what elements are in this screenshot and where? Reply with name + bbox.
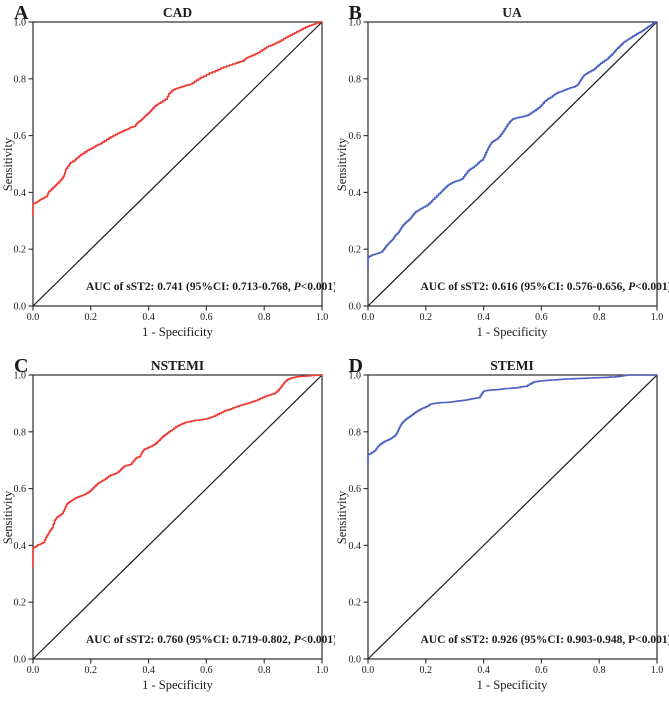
x-axis-label: 1 - Specificity: [142, 325, 213, 339]
svg-text:0.6: 0.6: [348, 131, 361, 142]
p-value-symbol: P: [628, 281, 636, 293]
svg-text:0.4: 0.4: [477, 665, 490, 676]
auc-annotation-stemi: AUC of sST2: 0.926 (95%CI: 0.903-0.948, …: [420, 633, 669, 647]
x-axis-label: 1 - Specificity: [476, 325, 548, 339]
roc-panel-cad: A CAD Sensitivity 0.0 0.2 0.4 0.6 0.8 1.0 0.0 0…: [0, 0, 335, 353]
svg-text:1.0: 1.0: [316, 665, 329, 676]
svg-text:0.2: 0.2: [85, 312, 98, 323]
auc-text-prefix: AUC of sST2: 0.616 (95%CI: 0.576-0.656,: [420, 281, 629, 293]
svg-text:0.0: 0.0: [14, 302, 27, 313]
auc-text-suffix: <0.001): [635, 633, 669, 646]
roc-panel-stemi: D STEMI Sensitivity 0.0 0.2 0.4 0.6 0.8 1.0 0.…: [335, 353, 669, 705]
roc-curve-chart-nstemi: 0.0 0.2 0.4 0.6 0.8 1.0 0.0 0.2 0.4 0.6 0.8 1.0: [14, 370, 329, 676]
svg-text:0.2: 0.2: [419, 312, 432, 323]
auc-text-suffix: <0.001): [300, 281, 335, 293]
svg-text:0.0: 0.0: [27, 665, 40, 676]
svg-text:0.8: 0.8: [592, 665, 605, 676]
svg-text:0.8: 0.8: [592, 312, 605, 323]
svg-text:0.8: 0.8: [14, 74, 27, 85]
svg-text:0.6: 0.6: [200, 665, 213, 676]
svg-text:1.0: 1.0: [650, 312, 663, 323]
svg-text:1.0: 1.0: [316, 312, 329, 323]
panel-letter-d: D: [348, 354, 363, 377]
svg-text:0.6: 0.6: [535, 665, 548, 676]
auc-annotation-nstemi: AUC of sST2: 0.760 (95%CI: 0.719-0.802, …: [86, 633, 335, 647]
panel-title-ua: UA: [502, 5, 522, 20]
svg-text:0.4: 0.4: [142, 312, 155, 323]
svg-text:0.8: 0.8: [258, 665, 271, 676]
svg-text:0.0: 0.0: [361, 665, 374, 676]
roc-panel-nstemi: C NSTEMI Sensitivity 0.0 0.2 0.4 0.6 0.8 1.0 0…: [0, 353, 335, 705]
svg-text:0.0: 0.0: [348, 302, 361, 313]
panel-title-nstemi: NSTEMI: [150, 357, 205, 373]
svg-text:0.0: 0.0: [348, 654, 361, 665]
svg-text:0.6: 0.6: [348, 484, 361, 495]
svg-text:0.4: 0.4: [477, 312, 490, 323]
svg-text:0.0: 0.0: [361, 312, 374, 323]
svg-text:0.4: 0.4: [348, 540, 361, 551]
auc-text-prefix: AUC of sST2: 0.741 (95%CI: 0.713-0.768,: [86, 281, 294, 293]
svg-text:0.6: 0.6: [535, 312, 548, 323]
auc-text-suffix: <0.001): [300, 633, 335, 646]
svg-text:0.4: 0.4: [142, 665, 155, 676]
auc-text-prefix: AUC of sST2: 0.926 (95%CI: 0.903-0.948,: [420, 633, 629, 646]
svg-text:1.0: 1.0: [348, 18, 361, 29]
roc-curve-chart-ua: 0.0 0.2 0.4 0.6 0.8 1.0 0.0 0.2 0.4 0.6 0.8 1.0: [348, 18, 663, 324]
auc-annotation-cad: AUC of sST2: 0.741 (95%CI: 0.713-0.768, …: [86, 280, 335, 294]
svg-text:0.8: 0.8: [258, 312, 271, 323]
svg-text:0.2: 0.2: [85, 665, 98, 676]
svg-text:0.2: 0.2: [348, 245, 361, 256]
svg-text:0.4: 0.4: [348, 188, 361, 199]
panel-letter-b: B: [348, 2, 362, 24]
panel-title-stemi: STEMI: [490, 357, 534, 373]
svg-text:0.6: 0.6: [14, 131, 27, 142]
svg-text:0.2: 0.2: [348, 597, 361, 608]
svg-text:1.0: 1.0: [650, 665, 663, 676]
svg-text:0.0: 0.0: [27, 312, 40, 323]
roc-panel-ua: B UA Sensitivity 0.0 0.2 0.4 0.6 0.8 1.0 0.0 0.…: [335, 0, 669, 353]
auc-text-suffix: <0.001): [635, 281, 669, 293]
auc-text-prefix: AUC of sST2: 0.760 (95%CI: 0.719-0.802,: [86, 633, 294, 646]
svg-text:0.2: 0.2: [419, 665, 432, 676]
panel-letter-c: C: [14, 354, 29, 377]
svg-text:0.8: 0.8: [348, 427, 361, 438]
svg-text:0.6: 0.6: [200, 312, 213, 323]
svg-text:1.0: 1.0: [348, 370, 361, 381]
roc-curve-chart-cad: 0.0 0.2 0.4 0.6 0.8 1.0 0.0 0.2 0.4 0.6 0.8 1.0: [14, 18, 329, 324]
roc-curve-chart-stemi: 0.0 0.2 0.4 0.6 0.8 1.0 0.0 0.2 0.4 0.6 0.8 1.0: [348, 370, 663, 676]
svg-text:0.8: 0.8: [348, 74, 361, 85]
auc-annotation-ua: AUC of sST2: 0.616 (95%CI: 0.576-0.656, …: [420, 280, 669, 294]
x-axis-label: 1 - Specificity: [476, 677, 548, 692]
svg-text:0.4: 0.4: [14, 188, 27, 199]
svg-text:0.6: 0.6: [14, 484, 27, 495]
svg-text:0.2: 0.2: [14, 597, 27, 608]
panel-letter-a: A: [14, 2, 29, 24]
p-value-symbol: P: [293, 633, 301, 646]
x-axis-label: 1 - Specificity: [142, 677, 213, 692]
svg-text:0.4: 0.4: [14, 540, 27, 551]
svg-text:0.0: 0.0: [14, 654, 27, 665]
svg-text:0.2: 0.2: [14, 245, 27, 256]
p-value-symbol: P: [293, 281, 301, 293]
svg-text:1.0: 1.0: [14, 18, 27, 29]
p-value-symbol: P: [628, 633, 636, 646]
svg-text:1.0: 1.0: [14, 370, 27, 381]
panel-title-cad: CAD: [162, 5, 193, 20]
svg-text:0.8: 0.8: [14, 427, 27, 438]
